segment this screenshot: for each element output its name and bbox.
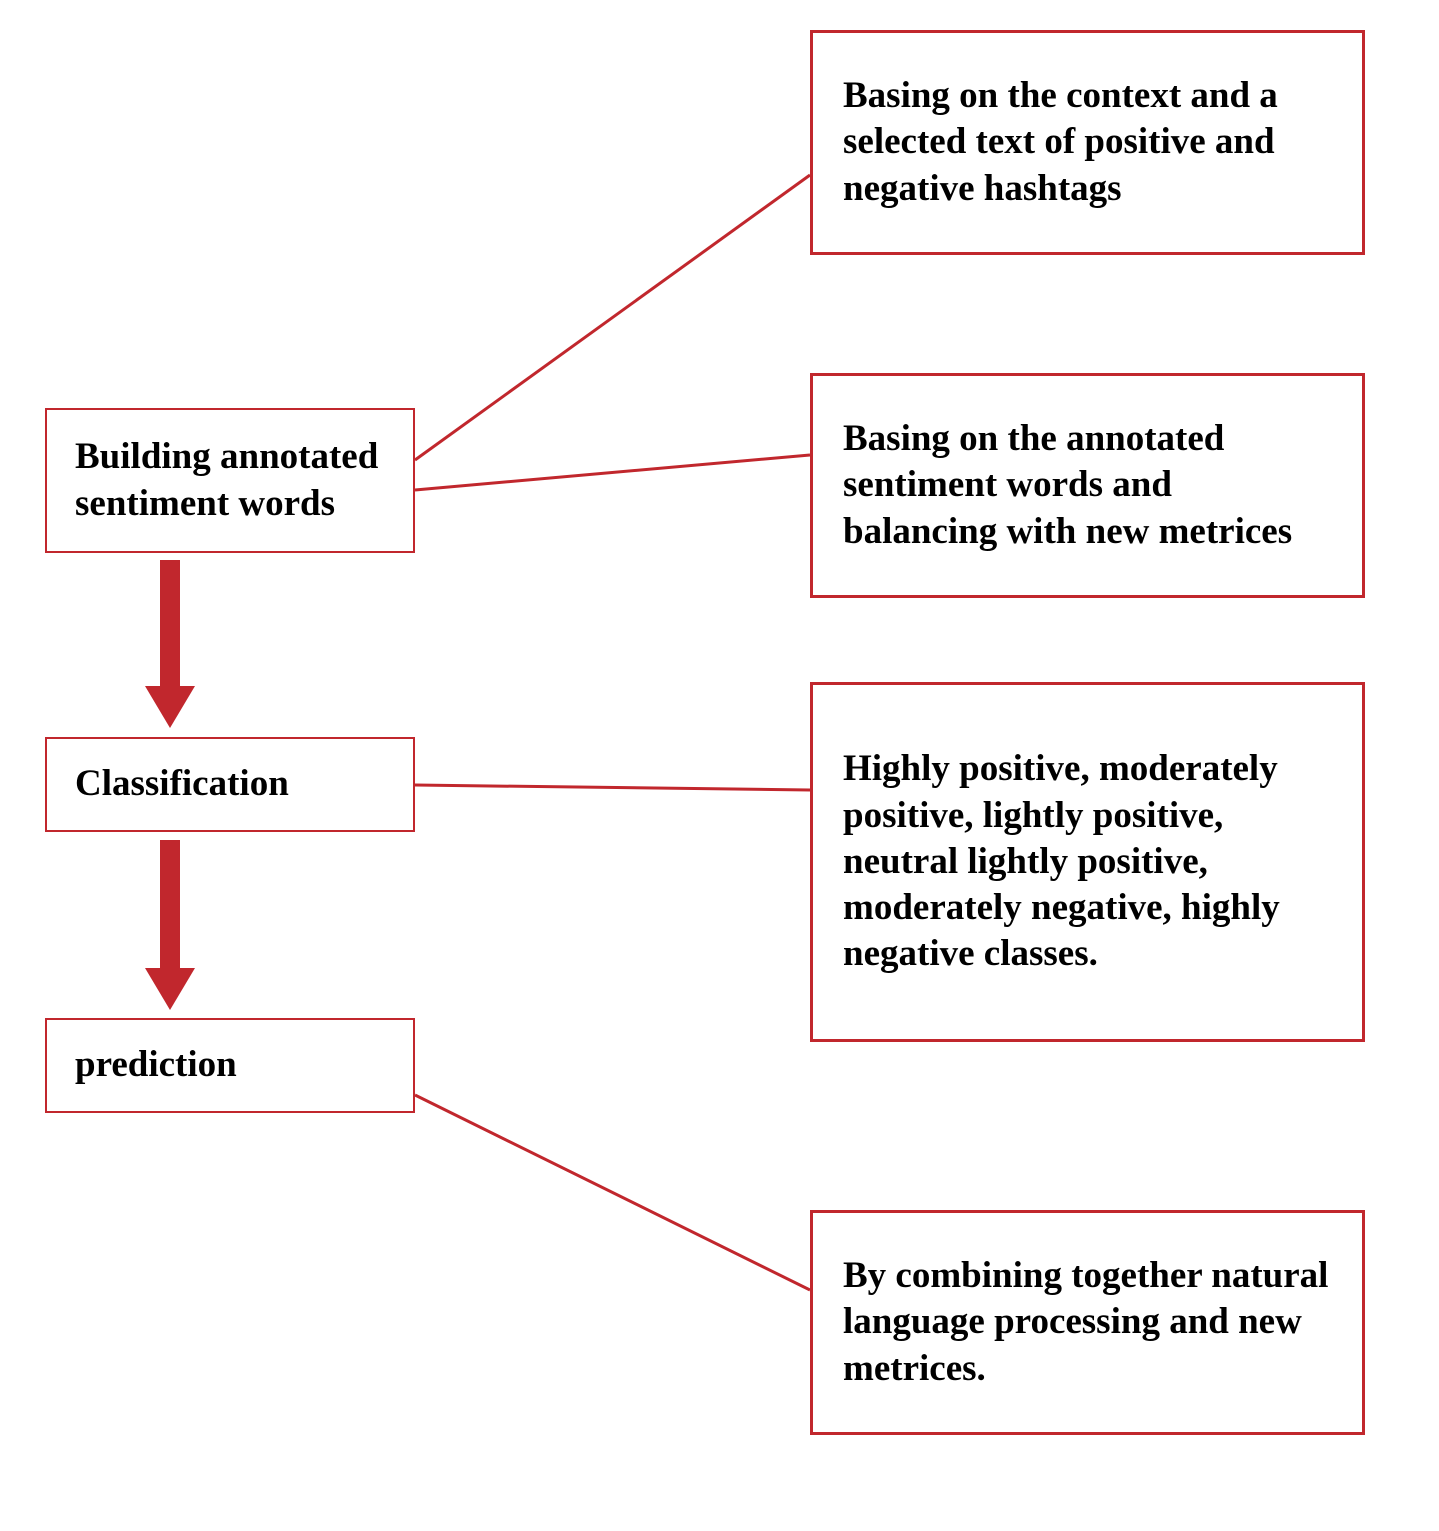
right-box-r1: Basing on the context and a selected tex…	[810, 30, 1365, 255]
connector-line-2	[415, 785, 810, 790]
right-box-r1-text: Basing on the context and a selected tex…	[843, 73, 1332, 212]
flow-arrow-0	[145, 560, 195, 728]
diagram-canvas: Building annotated sentiment words Classi…	[0, 0, 1439, 1531]
left-box-building-text: Building annotated sentiment words	[75, 434, 393, 527]
connector-line-0	[415, 175, 810, 460]
connector-line-1	[415, 455, 810, 490]
left-box-building: Building annotated sentiment words	[45, 408, 415, 553]
left-box-prediction-text: prediction	[75, 1042, 237, 1088]
right-box-r3-text: Highly positive, moderately positive, li…	[843, 746, 1332, 977]
right-box-r4-text: By combining together natural language p…	[843, 1253, 1332, 1392]
connector-line-3	[415, 1095, 810, 1290]
right-box-r2: Basing on the annotated sentiment words …	[810, 373, 1365, 598]
left-box-classification-text: Classification	[75, 761, 289, 807]
right-box-r4: By combining together natural language p…	[810, 1210, 1365, 1435]
right-box-r2-text: Basing on the annotated sentiment words …	[843, 416, 1332, 555]
left-box-prediction: prediction	[45, 1018, 415, 1113]
left-box-classification: Classification	[45, 737, 415, 832]
right-box-r3: Highly positive, moderately positive, li…	[810, 682, 1365, 1042]
flow-arrow-1	[145, 840, 195, 1010]
